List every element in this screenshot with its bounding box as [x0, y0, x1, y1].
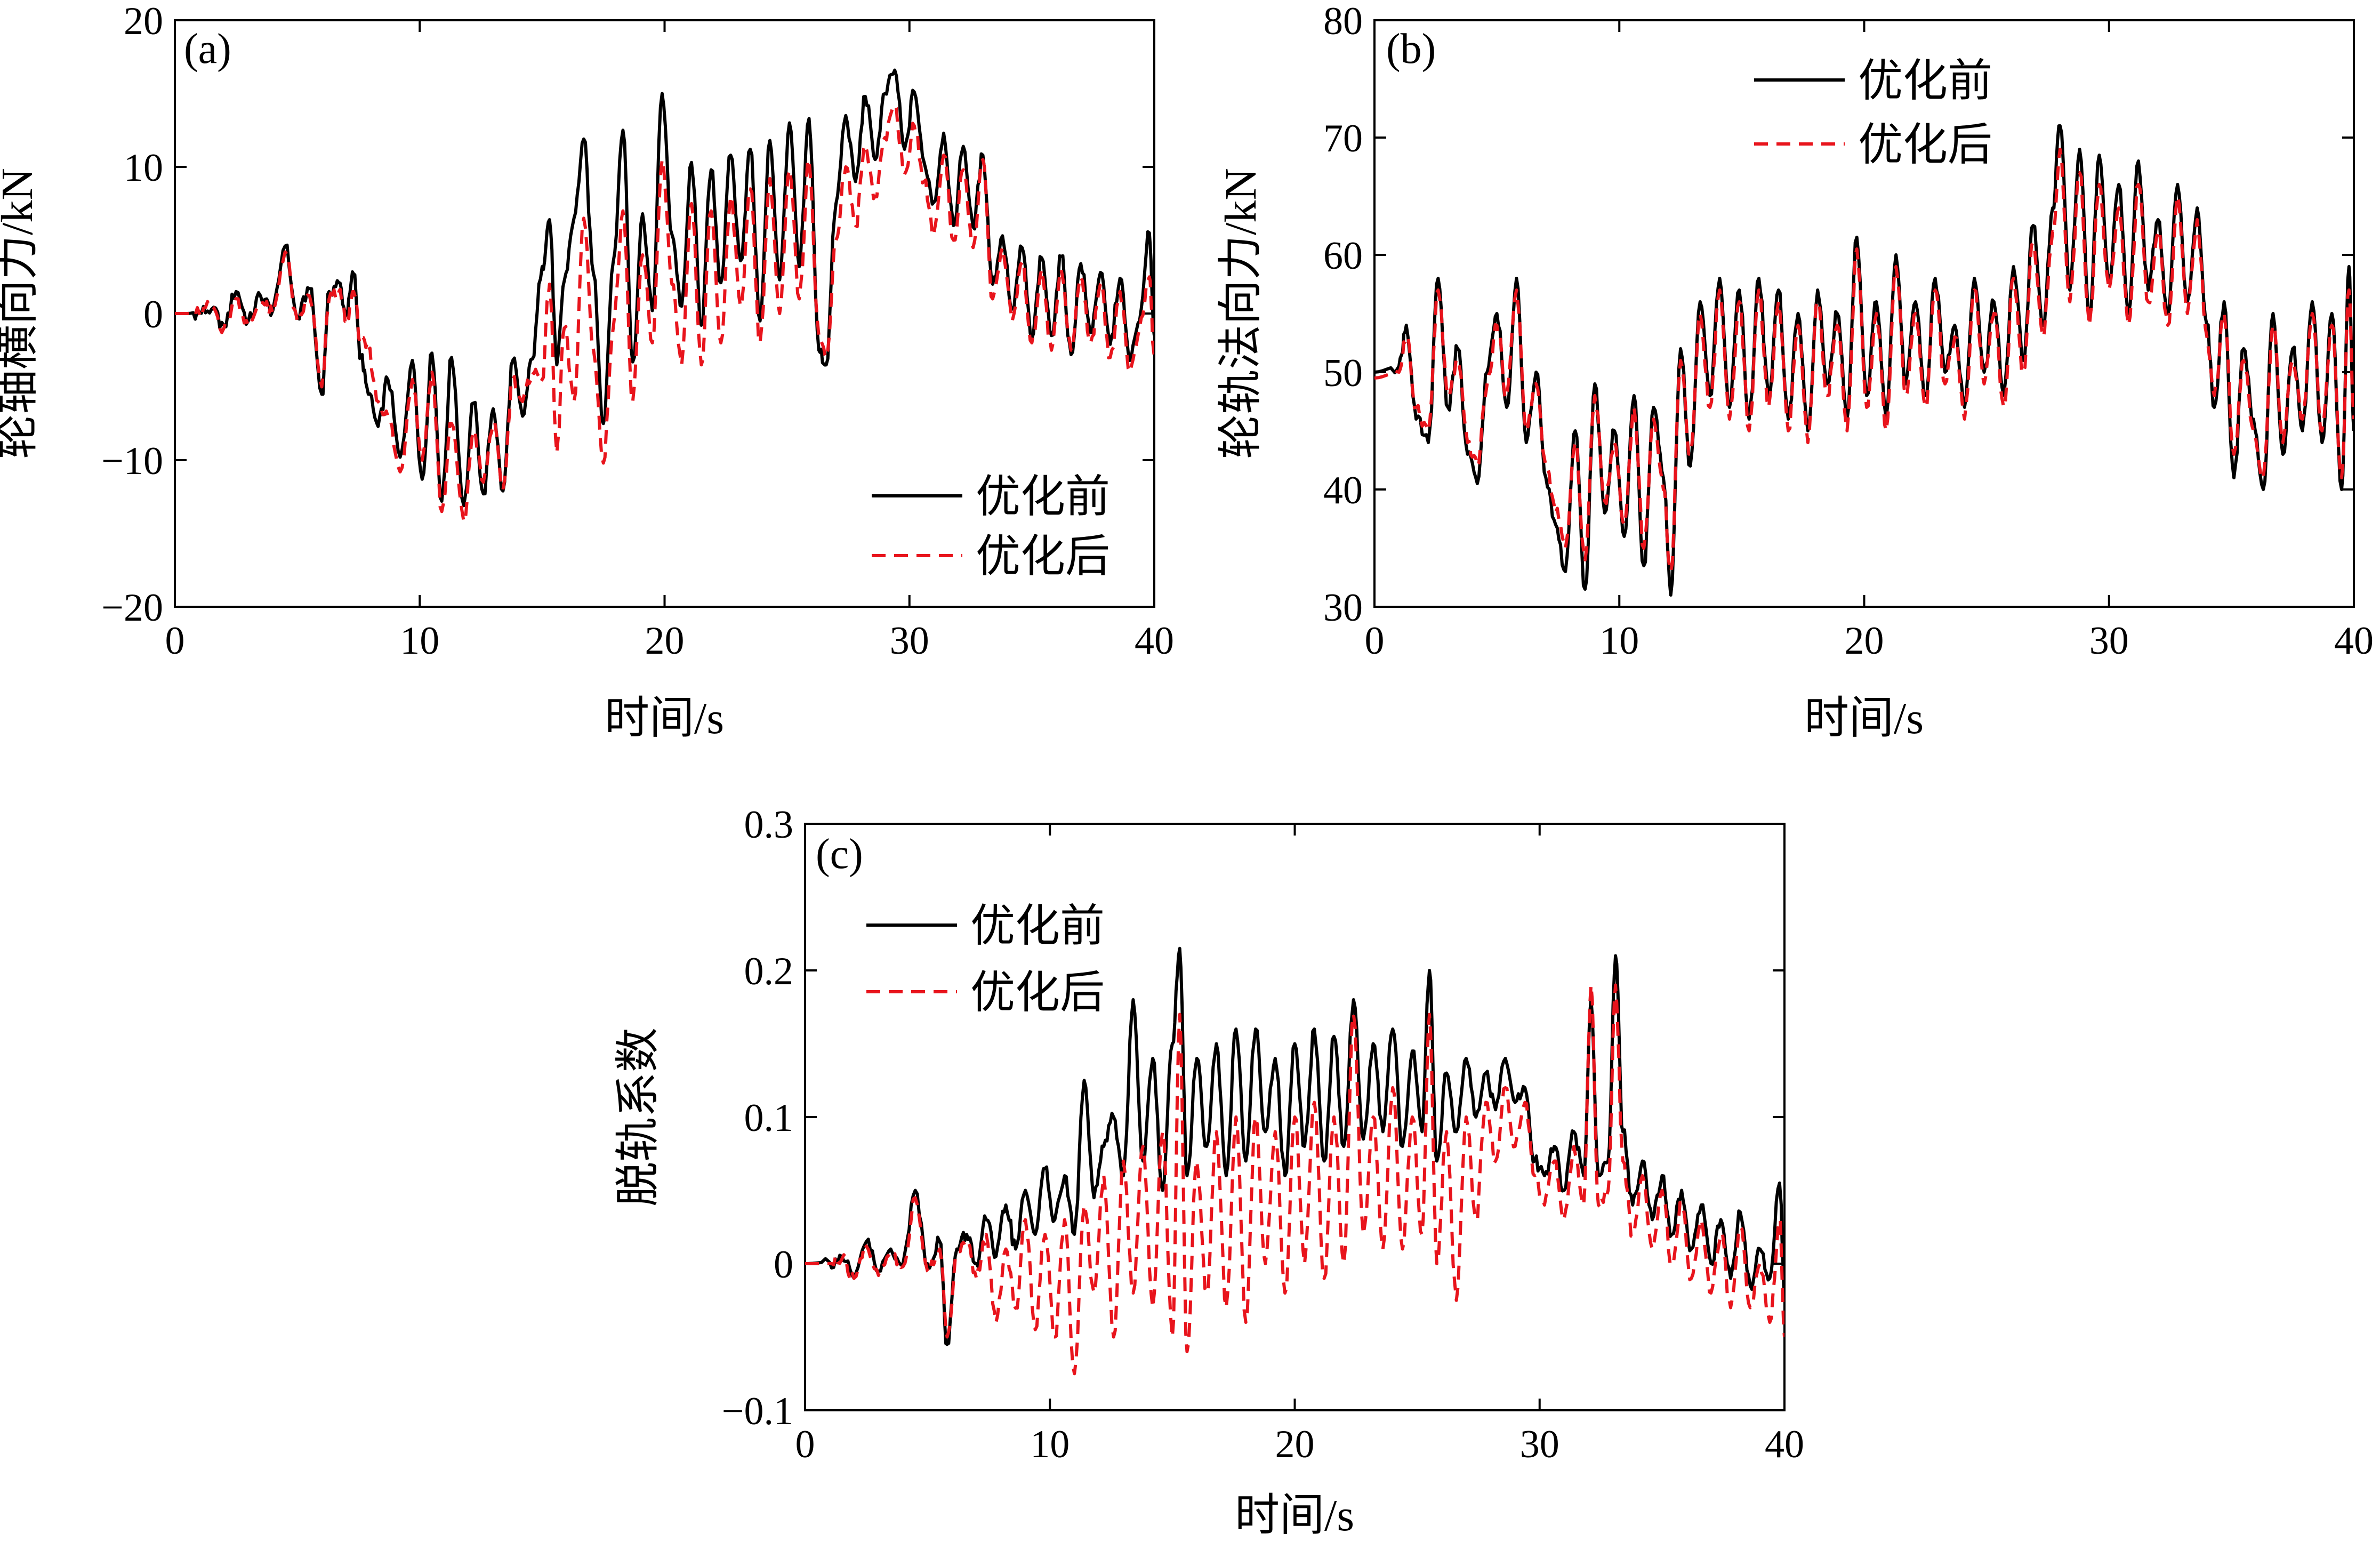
panel-a-plot-area: 0 10 20 30 40 −20 −10 0 10 20 — [101, 0, 1174, 663]
panel-a-y-tick-label: 10 — [124, 146, 163, 190]
panel-b-plot-area: 0 10 20 30 40 30 40 50 60 70 80 — [1323, 0, 2374, 663]
panel-b-x-tick-label: 20 — [1845, 619, 1884, 663]
panel-c-x-tick-label: 30 — [1520, 1423, 1559, 1466]
panel-b-x-tick-label: 0 — [1365, 619, 1385, 663]
panel-c-label: (c) — [816, 831, 863, 878]
panel-c-x-tick-label: 0 — [795, 1423, 815, 1466]
panel-a-legend-label-after: 优化后 — [976, 532, 1110, 582]
panel-b-frame — [1373, 19, 2355, 608]
panel-c-y-tick-label: 0.3 — [744, 803, 794, 847]
panel-a-x-axis-title: 时间/s — [605, 694, 724, 743]
panel-c-y-tick-label: 0 — [774, 1243, 793, 1287]
panel-b-legend: 优化前 优化后 — [1754, 57, 1992, 170]
panel-c-legend-label-before: 优化前 — [970, 902, 1105, 951]
panel-a-x-tick-label: 10 — [400, 619, 439, 663]
panel-c-x-tick-label: 10 — [1030, 1423, 1070, 1466]
panel-b-series-after-line — [1374, 148, 2354, 573]
panel-b-y-tick-label: 80 — [1323, 0, 1363, 43]
panel-b-y-tick-label: 40 — [1323, 469, 1363, 512]
panel-b-x-tick-label: 10 — [1599, 619, 1639, 663]
panel-b-x-tick-label: 30 — [2089, 619, 2129, 663]
panel-a-y-tick-label: 0 — [143, 293, 163, 336]
panel-c-y-tick-label: −0.1 — [722, 1390, 793, 1433]
panel-b-legend-label-after: 优化后 — [1858, 121, 1992, 170]
panel-c-x-tick-label: 40 — [1765, 1423, 1804, 1466]
panel-b-label: (b) — [1386, 26, 1436, 73]
panel-a: 0 10 20 30 40 −20 −10 0 10 20 (a) 时间/s 轮轴横向力/kN 优… — [0, 0, 1174, 743]
panel-a-x-tick-label: 20 — [645, 619, 685, 663]
panel-b-x-axis-title: 时间/s — [1804, 694, 1924, 743]
panel-b-y-axis-title: 轮轨法向力/kN — [1216, 168, 1266, 459]
panel-b-legend-label-before: 优化前 — [1858, 57, 1992, 106]
panel-c-series-before-line — [805, 946, 1784, 1346]
panel-c: 0 10 20 30 40−0.100.10.20.3 (c) 时间/s 脱轨系数 优化… — [614, 803, 1804, 1540]
panel-c-series-after-line — [805, 983, 1784, 1376]
panel-c-y-axis-title: 脱轨系数 — [614, 1027, 663, 1207]
panel-a-y-axis-title: 轮轴横向力/kN — [0, 168, 42, 459]
panel-a-y-tick-label: −20 — [101, 586, 163, 630]
panel-a-label: (a) — [184, 26, 231, 73]
panel-a-legend: 优化前 优化后 — [872, 472, 1110, 582]
panel-c-legend-label-after: 优化后 — [970, 968, 1105, 1018]
panel-c-x-tick-label: 20 — [1275, 1423, 1315, 1466]
panel-a-x-tick-label: 0 — [165, 619, 185, 663]
panel-c-plot-area: 0 10 20 30 40−0.100.10.20.3 — [722, 803, 1804, 1466]
panel-c-y-tick-label: 0.1 — [744, 1096, 794, 1140]
panel-a-y-tick-label: 20 — [124, 0, 163, 43]
panel-b-y-tick-label: 70 — [1323, 117, 1363, 160]
panel-a-x-tick-label: 40 — [1135, 619, 1174, 663]
panel-b-y-tick-label: 30 — [1323, 586, 1363, 630]
panel-b-x-tick-label: 40 — [2334, 619, 2374, 663]
panel-c-legend: 优化前 优化后 — [866, 902, 1105, 1018]
panel-a-x-tick-label: 30 — [890, 619, 929, 663]
panel-a-legend-label-before: 优化前 — [976, 472, 1110, 522]
panel-b-y-tick-label: 60 — [1323, 234, 1363, 278]
panel-a-y-tick-label: −10 — [101, 439, 163, 483]
panel-b-y-tick-label: 50 — [1323, 351, 1363, 395]
panel-a-series-before-line — [175, 68, 1154, 508]
panel-a-series-after-line — [175, 103, 1154, 524]
panel-c-y-tick-label: 0.2 — [744, 950, 794, 993]
panel-c-x-axis-title: 时间/s — [1235, 1491, 1354, 1540]
